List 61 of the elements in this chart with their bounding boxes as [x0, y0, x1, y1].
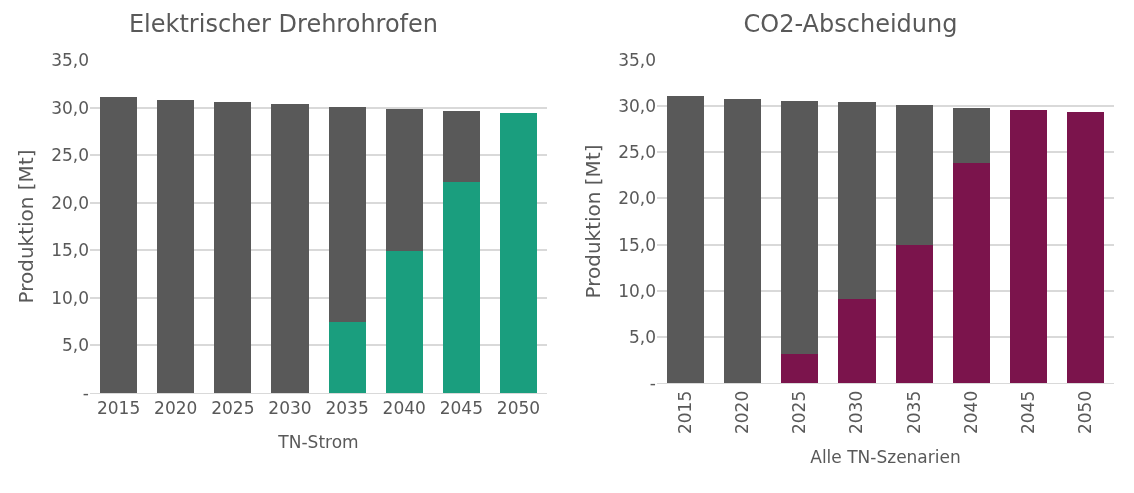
x-tick-label: 2030 — [846, 390, 867, 435]
bar — [838, 102, 876, 300]
bar — [157, 99, 195, 393]
y-axis-title: Produktion [Mt] — [580, 144, 605, 299]
bar — [385, 251, 423, 393]
bar — [724, 98, 762, 383]
bar — [100, 97, 138, 393]
y-axis-title: Produktion [Mt] — [13, 149, 38, 304]
bar — [1066, 111, 1104, 383]
bar — [895, 105, 933, 245]
x-tick-label: 2035 — [325, 398, 369, 419]
y-tick-label: 35,0 — [618, 49, 656, 70]
bar — [838, 299, 876, 383]
y-tick-label: - — [82, 382, 89, 403]
x-axis-title: Alle TN-Szenarien — [810, 447, 961, 468]
bar — [328, 106, 366, 322]
y-tick-label: 10,0 — [618, 280, 656, 301]
x-tick-label: 2020 — [154, 398, 198, 419]
bar — [781, 354, 819, 383]
y-tick-label: 25,0 — [51, 145, 89, 166]
x-tick-label: 2040 — [382, 398, 426, 419]
y-tick-label: 25,0 — [618, 142, 656, 163]
bar — [271, 103, 309, 393]
bar — [442, 181, 480, 393]
y-tick-label: 5,0 — [628, 326, 656, 347]
x-tick-label: 2025 — [789, 390, 810, 435]
x-tick-label: 2030 — [268, 398, 312, 419]
y-tick-label: 15,0 — [51, 240, 89, 261]
y-tick-label: 30,0 — [51, 97, 89, 118]
y-tick-label: 20,0 — [51, 192, 89, 213]
x-tick-label: 2020 — [732, 390, 753, 435]
x-tick-label: 2050 — [1074, 390, 1095, 435]
bar — [214, 101, 252, 393]
bar — [385, 109, 423, 252]
x-tick-label: 2025 — [211, 398, 255, 419]
y-tick-label: - — [649, 372, 656, 393]
bar — [1009, 109, 1047, 383]
bar — [895, 244, 933, 383]
y-tick-label: 10,0 — [51, 287, 89, 308]
y-tick-label: 20,0 — [618, 188, 656, 209]
y-tick-label: 5,0 — [61, 335, 89, 356]
y-tick-label: 35,0 — [51, 49, 89, 70]
bar — [781, 100, 819, 355]
bar — [328, 321, 366, 393]
y-tick-label: 15,0 — [618, 234, 656, 255]
x-tick-label: 2035 — [903, 390, 924, 435]
x-tick-label: 2045 — [1017, 390, 1038, 435]
x-tick-label: 2015 — [96, 398, 141, 419]
chart-title: CO2-Abscheidung — [743, 9, 958, 38]
x-tick-label: 2050 — [496, 398, 541, 419]
bar — [499, 113, 537, 393]
x-tick-label: 2045 — [439, 398, 483, 419]
bar — [667, 95, 705, 383]
bar — [442, 111, 480, 182]
y-tick-label: 30,0 — [618, 96, 656, 117]
chart-title: Elektrischer Drehrohrofen — [128, 9, 439, 38]
x-axis-title: TN-Strom — [277, 431, 359, 452]
x-tick-label: 2040 — [960, 390, 981, 435]
x-tick-label: 2015 — [675, 390, 696, 435]
bar — [952, 163, 990, 383]
bar — [952, 107, 990, 164]
